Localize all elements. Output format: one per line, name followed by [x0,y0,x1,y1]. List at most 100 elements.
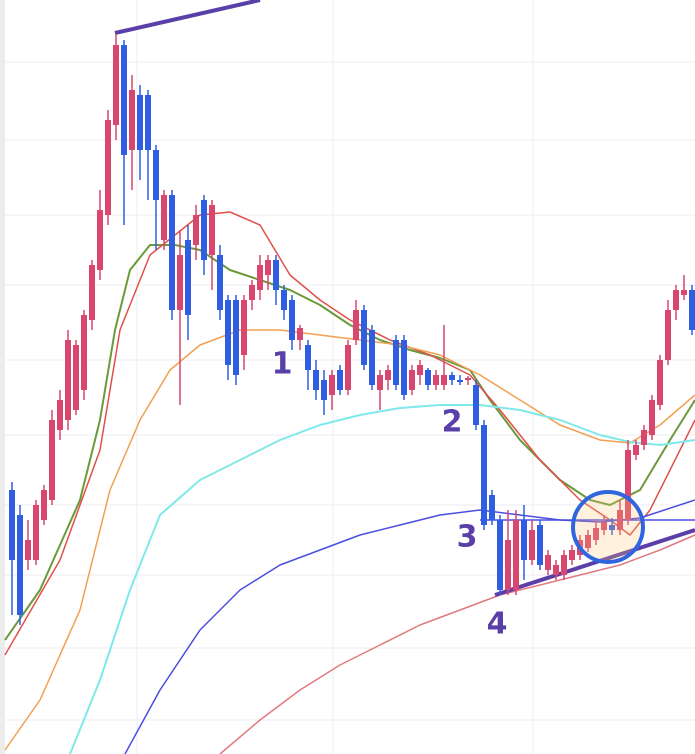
candle-body [233,300,239,375]
candle-body [417,365,423,375]
candle-body [49,420,55,500]
candle-body [689,290,695,330]
candle-body [633,445,639,455]
candle-body [529,530,535,560]
candle-body [377,375,383,390]
candle-body [369,330,375,385]
candle-body [81,315,87,390]
candle-body [465,378,471,380]
candle-body [193,215,199,245]
candle-body [129,90,135,150]
candle-body [449,375,455,380]
candle-body [169,195,175,310]
highlight-circle [571,490,645,564]
candle-body [385,370,391,380]
candle-body [289,300,295,340]
candle-body [25,540,31,560]
candle-body [257,265,263,290]
candle-body [545,555,551,570]
indicator-line [114,0,261,35]
wave-label: 2 [442,405,463,440]
candle-body [433,375,439,385]
candle-body [217,255,223,310]
candle-body [521,520,527,560]
candle-body [33,505,39,560]
candle-body [265,260,271,275]
indicator-line [69,404,695,754]
candle-body [641,430,647,445]
candle-body [473,385,479,425]
candle-body [617,510,623,530]
candle-body [225,300,231,365]
candle-body [553,565,559,575]
indicator-line [4,329,695,751]
candle-body [281,290,287,310]
candle-body [297,328,303,340]
candle-body [425,370,431,385]
candle-body [17,515,23,615]
candle-body [353,310,359,340]
candle-body [593,528,599,540]
candle-body [249,285,255,300]
candle-body [345,345,351,390]
candle-body [41,490,47,520]
candle-body [73,345,79,410]
candle-body [649,400,655,435]
candle-body [105,120,111,215]
candle-body [329,375,335,395]
candle-body [457,380,463,382]
wave-label: 4 [487,607,508,642]
candle-body [273,260,279,290]
candle-body [505,540,511,590]
candle-body [665,310,671,360]
candle-body [209,205,215,255]
wave-label: 1 [272,347,293,382]
indicator-line [494,528,695,597]
candle-body [585,535,591,548]
candle-body [481,425,487,525]
candle-body [305,345,311,370]
candle-body [401,340,407,395]
candle-body [201,200,207,260]
candle-body [97,210,103,270]
candle-body [673,290,679,310]
left-edge [0,0,5,754]
candle-body [177,255,183,310]
candle-body [681,290,687,295]
candle-body [657,360,663,405]
candle-body [513,520,519,590]
candle-body [489,495,495,520]
candle-body [89,265,95,320]
indicator-line [124,499,695,754]
candle-body [153,150,159,200]
candle-body [65,340,71,420]
candle-body [609,525,615,530]
candle-body [625,450,631,520]
candle-body [161,195,167,240]
candle-body [361,310,367,365]
candle-body [393,340,399,385]
candle-body [121,45,127,155]
candle-body [113,45,119,125]
candle-body [185,240,191,315]
candle-body [569,550,575,560]
wave-label: 3 [457,520,478,555]
candle-body [337,370,343,390]
indicator-line [4,244,695,641]
indicator-line [219,534,695,754]
candle-body [409,370,415,390]
candle-body [9,490,15,560]
candle-body [441,375,447,385]
candle-body [137,95,143,150]
candle-body [497,520,503,590]
candle-body [145,95,151,150]
candle-body [601,522,607,530]
candle-body [321,380,327,400]
candle-body [537,525,543,565]
candle-body [241,300,247,355]
candle-body [313,370,319,390]
candle-body [561,555,567,575]
candle-body [57,400,63,430]
